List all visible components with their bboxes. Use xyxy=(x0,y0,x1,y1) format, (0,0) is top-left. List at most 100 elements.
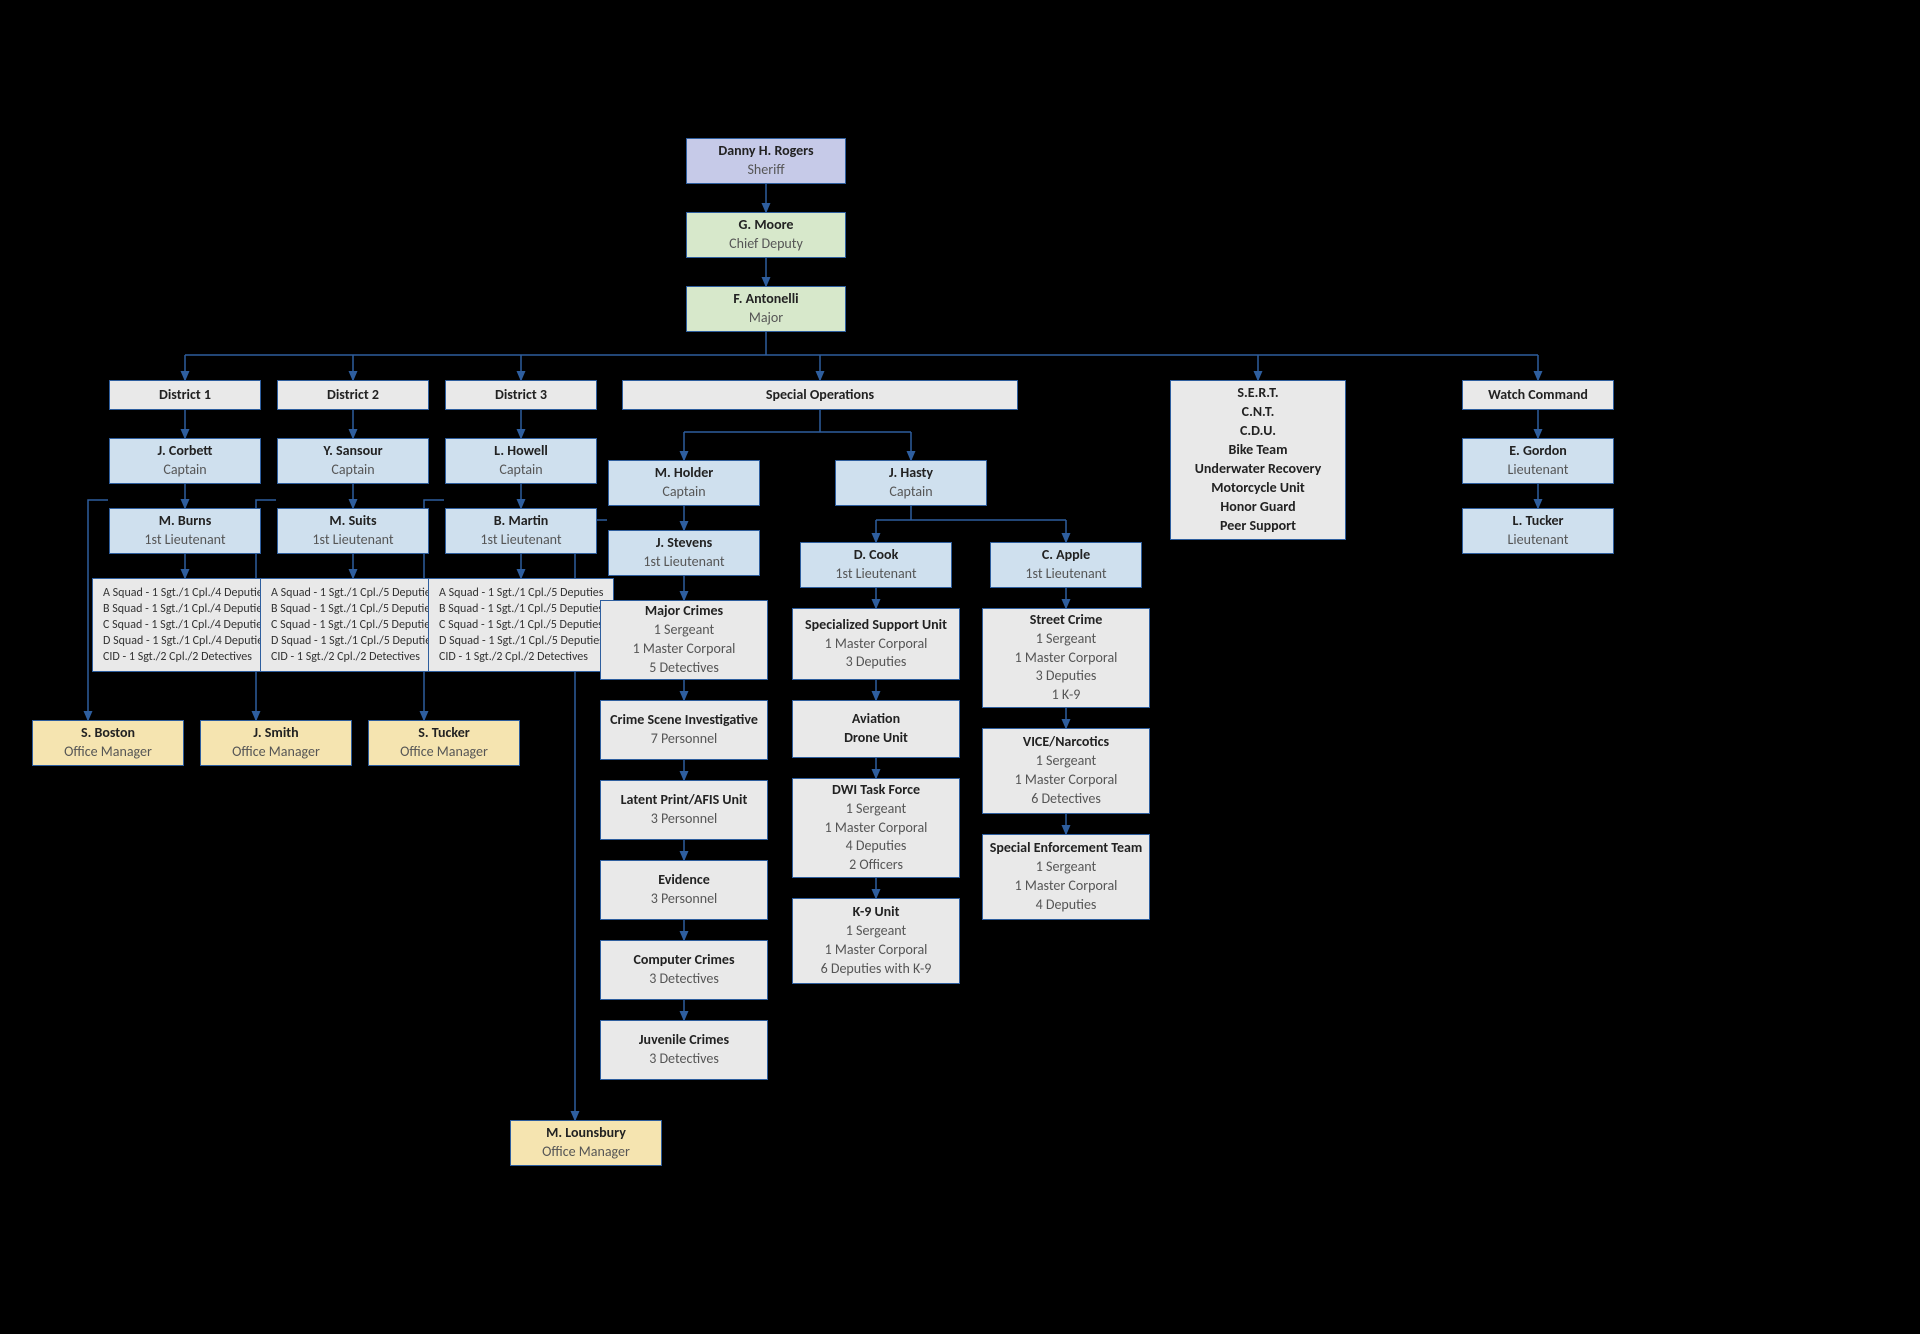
major-crimes-title: Major Crimes xyxy=(605,602,763,621)
d1-omgr-name: S. Boston xyxy=(37,724,179,743)
sert-line: Underwater Recovery xyxy=(1175,460,1341,479)
ssu-title: Specialized Support Unit xyxy=(797,616,955,635)
d1-squad-line: CID - 1 Sgt./2 Cpl./2 Detectives xyxy=(103,649,273,665)
hasty-role: Captain xyxy=(840,483,982,502)
lounsbury-role: Office Manager xyxy=(515,1143,657,1162)
d2-lt: M. Suits 1st Lieutenant xyxy=(277,508,429,554)
d1-squad-line: B Squad - 1 Sgt./1 Cpl./4 Deputies xyxy=(103,601,273,617)
district-1-header: District 1 xyxy=(109,380,261,410)
d1-lt-name: M. Burns xyxy=(114,512,256,531)
sert-line: Motorcycle Unit xyxy=(1175,479,1341,498)
unit-line: 1 Sergeant xyxy=(605,621,763,640)
juvenile-crimes-box: Juvenile Crimes 3 Detectives xyxy=(600,1020,768,1080)
d2-lt-name: M. Suits xyxy=(282,512,424,531)
d3-lt-name: B. Martin xyxy=(450,512,592,531)
d1-office-manager: S. Boston Office Manager xyxy=(32,720,184,766)
d3-squad-line: A Squad - 1 Sgt./1 Cpl./5 Deputies xyxy=(439,585,609,601)
juvenile-title: Juvenile Crimes xyxy=(605,1031,763,1050)
d1-squad-line: A Squad - 1 Sgt./1 Cpl./4 Deputies xyxy=(103,585,273,601)
capple-role: 1st Lieutenant xyxy=(995,565,1137,584)
d3-squad-line: D Squad - 1 Sgt./1 Cpl./5 Deputies xyxy=(439,633,609,649)
k9-box: K-9 Unit 1 Sergeant 1 Master Corporal 6 … xyxy=(792,898,960,984)
street-title: Street Crime xyxy=(987,611,1145,630)
dwi-title: DWI Task Force xyxy=(797,781,955,800)
lounsbury-omgr: M. Lounsbury Office Manager xyxy=(510,1120,662,1166)
sert-line: Bike Team xyxy=(1175,441,1341,460)
unit-line: 1 Sergeant xyxy=(987,752,1145,771)
watch-lt2-role: Lieutenant xyxy=(1467,531,1609,550)
set-title: Special Enforcement Team xyxy=(987,839,1145,858)
d2-captain-role: Captain xyxy=(282,461,424,480)
d3-squad-line: CID - 1 Sgt./2 Cpl./2 Detectives xyxy=(439,649,609,665)
major-name: F. Antonelli xyxy=(691,290,841,309)
csi-title: Crime Scene Investigative xyxy=(605,711,763,730)
aviation-box: Aviation Drone Unit xyxy=(792,700,960,758)
d3-office-manager: S. Tucker Office Manager xyxy=(368,720,520,766)
unit-line: 1 K-9 xyxy=(987,686,1145,705)
set-box: Special Enforcement Team 1 Sergeant 1 Ma… xyxy=(982,834,1150,920)
watch-command-header: Watch Command xyxy=(1462,380,1614,410)
chief-role: Chief Deputy xyxy=(691,235,841,254)
dcook-role: 1st Lieutenant xyxy=(805,565,947,584)
aviation-line: Aviation xyxy=(797,710,955,729)
k9-title: K-9 Unit xyxy=(797,903,955,922)
d1-lt-role: 1st Lieutenant xyxy=(114,531,256,550)
hasty-captain: J. Hasty Captain xyxy=(835,460,987,506)
jstevens-role: 1st Lieutenant xyxy=(613,553,755,572)
d3-squad-line: B Squad - 1 Sgt./1 Cpl./5 Deputies xyxy=(439,601,609,617)
dwi-box: DWI Task Force 1 Sergeant 1 Master Corpo… xyxy=(792,778,960,878)
csi-box: Crime Scene Investigative 7 Personnel xyxy=(600,700,768,760)
unit-line: 1 Sergeant xyxy=(987,858,1145,877)
unit-line: 3 Detectives xyxy=(605,970,763,989)
d3-captain-role: Captain xyxy=(450,461,592,480)
d2-lt-role: 1st Lieutenant xyxy=(282,531,424,550)
dcook-lt: D. Cook 1st Lieutenant xyxy=(800,542,952,588)
major-crimes-box: Major Crimes 1 Sergeant 1 Master Corpora… xyxy=(600,600,768,680)
ssu-box: Specialized Support Unit 1 Master Corpor… xyxy=(792,608,960,680)
district-2-label: District 2 xyxy=(282,386,424,405)
unit-line: 1 Master Corporal xyxy=(797,941,955,960)
sert-line: Honor Guard xyxy=(1175,498,1341,517)
dcook-name: D. Cook xyxy=(805,546,947,565)
unit-line: 1 Master Corporal xyxy=(797,819,955,838)
capple-lt: C. Apple 1st Lieutenant xyxy=(990,542,1142,588)
sheriff-box: Danny H. Rogers Sheriff xyxy=(686,138,846,184)
unit-line: 7 Personnel xyxy=(605,730,763,749)
d1-omgr-role: Office Manager xyxy=(37,743,179,762)
unit-line: 3 Deputies xyxy=(797,653,955,672)
afis-title: Latent Print/AFIS Unit xyxy=(605,791,763,810)
d1-lt: M. Burns 1st Lieutenant xyxy=(109,508,261,554)
d3-omgr-name: S. Tucker xyxy=(373,724,515,743)
d3-squads: A Squad - 1 Sgt./1 Cpl./5 Deputies B Squ… xyxy=(428,578,614,672)
unit-line: 6 Deputies with K-9 xyxy=(797,960,955,979)
unit-line: 1 Master Corporal xyxy=(987,771,1145,790)
sert-line: C.D.U. xyxy=(1175,422,1341,441)
d2-squad-line: C Squad - 1 Sgt./1 Cpl./5 Deputies xyxy=(271,617,441,633)
d1-squads: A Squad - 1 Sgt./1 Cpl./4 Deputies B Squ… xyxy=(92,578,278,672)
street-crime-box: Street Crime 1 Sergeant 1 Master Corpora… xyxy=(982,608,1150,708)
jstevens-lt: J. Stevens 1st Lieutenant xyxy=(608,530,760,576)
d2-squad-line: CID - 1 Sgt./2 Cpl./2 Detectives xyxy=(271,649,441,665)
major-role: Major xyxy=(691,309,841,328)
d2-squad-line: B Squad - 1 Sgt./1 Cpl./5 Deputies xyxy=(271,601,441,617)
watch-lt1-role: Lieutenant xyxy=(1467,461,1609,480)
watch-lt2-name: L. Tucker xyxy=(1467,512,1609,531)
d3-lt: B. Martin 1st Lieutenant xyxy=(445,508,597,554)
unit-line: 3 Deputies xyxy=(987,667,1145,686)
d3-omgr-role: Office Manager xyxy=(373,743,515,762)
unit-line: 4 Deputies xyxy=(797,837,955,856)
evidence-title: Evidence xyxy=(605,871,763,890)
watch-label: Watch Command xyxy=(1467,386,1609,405)
d2-office-manager: J. Smith Office Manager xyxy=(200,720,352,766)
unit-line: 1 Master Corporal xyxy=(797,635,955,654)
afis-box: Latent Print/AFIS Unit 3 Personnel xyxy=(600,780,768,840)
sert-box: S.E.R.T. C.N.T. C.D.U. Bike Team Underwa… xyxy=(1170,380,1346,540)
holder-captain: M. Holder Captain xyxy=(608,460,760,506)
d2-omgr-role: Office Manager xyxy=(205,743,347,762)
holder-role: Captain xyxy=(613,483,755,502)
district-3-header: District 3 xyxy=(445,380,597,410)
unit-line: 1 Sergeant xyxy=(797,800,955,819)
d1-squad-line: D Squad - 1 Sgt./1 Cpl./4 Deputies xyxy=(103,633,273,649)
d2-omgr-name: J. Smith xyxy=(205,724,347,743)
vice-title: VICE/Narcotics xyxy=(987,733,1145,752)
